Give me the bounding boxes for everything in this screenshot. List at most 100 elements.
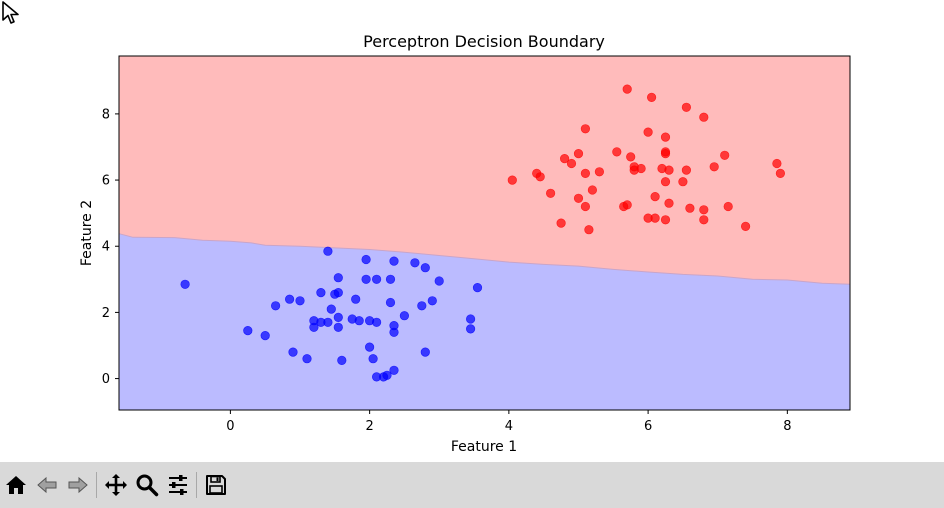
scatter-point-s1-2 bbox=[389, 256, 399, 266]
scatter-point-s1-23 bbox=[399, 311, 410, 321]
x-tick-label: 4 bbox=[505, 419, 513, 434]
scatter-point-s0-17 bbox=[629, 165, 639, 175]
scatter-point-s1-49 bbox=[382, 370, 392, 380]
x-axis-label: Feature 1 bbox=[451, 439, 517, 455]
scatter-point-s1-8 bbox=[385, 274, 396, 284]
scatter-point-s1-15 bbox=[351, 294, 361, 304]
scatter-point-s0-32 bbox=[545, 188, 556, 198]
scatter-point-s1-4 bbox=[420, 263, 430, 273]
navigation-toolbar bbox=[0, 462, 944, 508]
scatter-point-s0-5 bbox=[643, 127, 653, 137]
scatter-point-s1-16 bbox=[285, 294, 295, 304]
scatter-point-s0-46 bbox=[556, 218, 566, 228]
scatter-point-s0-6 bbox=[660, 132, 671, 142]
scatter-point-s1-44 bbox=[368, 354, 378, 364]
configure-subplots-icon bbox=[169, 475, 187, 495]
scatter-point-s0-20 bbox=[709, 162, 719, 172]
scatter-point-s1-42 bbox=[337, 355, 347, 366]
scatter-point-s0-25 bbox=[594, 167, 605, 177]
x-tick-label: 8 bbox=[783, 419, 791, 434]
scatter-point-s1-18 bbox=[427, 296, 437, 306]
save-button[interactable] bbox=[201, 470, 231, 500]
x-tick-label: 0 bbox=[226, 419, 234, 434]
scatter-point-s1-0 bbox=[323, 246, 333, 256]
y-tick-label: 8 bbox=[102, 107, 110, 122]
scatter-point-s1-21 bbox=[417, 301, 427, 311]
scatter-point-s1-17 bbox=[295, 296, 305, 306]
scatter-point-s1-19 bbox=[385, 297, 396, 308]
scatter-point-s1-20 bbox=[271, 301, 281, 311]
scatter-point-s0-22 bbox=[775, 168, 786, 178]
scatter-point-s1-1 bbox=[361, 254, 371, 265]
scatter-point-s1-12 bbox=[316, 288, 326, 298]
scatter-point-s1-3 bbox=[410, 258, 420, 268]
scatter-point-s0-2 bbox=[681, 102, 692, 112]
scatter-point-s0-47 bbox=[584, 225, 594, 235]
zoom-button[interactable] bbox=[132, 470, 162, 500]
scatter-point-s1-31 bbox=[372, 317, 382, 327]
forward-button[interactable] bbox=[63, 470, 93, 500]
scatter-point-s0-8 bbox=[720, 150, 730, 160]
scatter-point-s0-4 bbox=[580, 124, 591, 134]
scatter-point-s0-44 bbox=[660, 215, 671, 225]
scatter-point-s0-0 bbox=[622, 84, 632, 94]
scatter-point-s0-29 bbox=[660, 177, 671, 187]
scatter-point-s1-10 bbox=[472, 283, 483, 293]
scatter-point-s0-14 bbox=[566, 158, 577, 169]
scatter-point-s1-40 bbox=[288, 347, 298, 357]
scatter-point-s1-38 bbox=[260, 331, 270, 341]
figure-canvas: Perceptron Decision Boundary 0 2 4 6 8 0 2 4 6 8… bbox=[79, 32, 851, 455]
scatter-point-s1-46 bbox=[389, 365, 399, 375]
toolbar-separator bbox=[196, 472, 197, 498]
scatter-point-s1-6 bbox=[361, 274, 371, 284]
scatter-point-s0-12 bbox=[573, 149, 584, 159]
scatter-point-s0-30 bbox=[678, 177, 688, 187]
mouse-cursor-icon bbox=[2, 1, 19, 24]
scatter-point-s0-39 bbox=[685, 203, 695, 213]
scatter-point-s0-27 bbox=[681, 165, 692, 175]
home-button[interactable] bbox=[1, 470, 31, 500]
scatter-point-s0-19 bbox=[664, 165, 674, 175]
back-button[interactable] bbox=[32, 470, 62, 500]
scatter-point-s1-7 bbox=[372, 274, 382, 284]
scatter-point-s0-40 bbox=[699, 205, 709, 215]
home-icon bbox=[6, 476, 26, 494]
scatter-point-s1-14 bbox=[333, 288, 343, 298]
scatter-point-s0-38 bbox=[664, 198, 674, 208]
scatter-point-s1-43 bbox=[365, 342, 375, 352]
configure-subplots-button[interactable] bbox=[163, 470, 193, 500]
scatter-point-s0-28 bbox=[507, 175, 517, 185]
scatter-point-s0-10 bbox=[626, 152, 636, 162]
scatter-point-s0-35 bbox=[580, 201, 591, 212]
back-arrow-icon bbox=[37, 476, 57, 494]
scatter-point-s0-21 bbox=[772, 158, 782, 169]
scatter-point-s1-11 bbox=[180, 279, 190, 289]
scatter-point-s0-43 bbox=[650, 213, 660, 223]
scatter-point-s0-48 bbox=[740, 221, 751, 231]
y-tick-label: 6 bbox=[102, 174, 110, 189]
scatter-point-s0-13 bbox=[660, 149, 671, 159]
scatter-point-s0-34 bbox=[573, 193, 584, 203]
scatter-point-s0-1 bbox=[646, 92, 657, 102]
scatter-point-s1-37 bbox=[243, 326, 253, 336]
scatter-point-s0-37 bbox=[622, 200, 632, 210]
forward-arrow-icon bbox=[68, 476, 88, 494]
scatter-point-s1-27 bbox=[323, 317, 333, 327]
x-tick-label: 6 bbox=[644, 419, 652, 434]
y-tick-label: 2 bbox=[102, 306, 110, 321]
scatter-point-s1-5 bbox=[333, 273, 343, 283]
decision-boundary-line bbox=[118, 233, 851, 285]
scatter-point-s1-9 bbox=[434, 276, 444, 286]
scatter-point-s0-11 bbox=[559, 154, 570, 164]
scatter-point-s0-33 bbox=[650, 192, 660, 202]
scatter-point-s0-26 bbox=[580, 168, 591, 178]
decision-region-lower bbox=[119, 233, 850, 410]
scatter-point-s0-9 bbox=[612, 147, 622, 157]
scatter-point-s1-45 bbox=[420, 347, 430, 357]
scatter-point-s0-45 bbox=[699, 215, 709, 225]
zoom-magnifier-icon bbox=[136, 474, 159, 497]
scatter-point-s0-41 bbox=[723, 201, 733, 212]
scatter-point-s1-39 bbox=[389, 327, 399, 337]
pan-button[interactable] bbox=[101, 470, 131, 500]
scatter-point-s1-24 bbox=[333, 312, 343, 323]
